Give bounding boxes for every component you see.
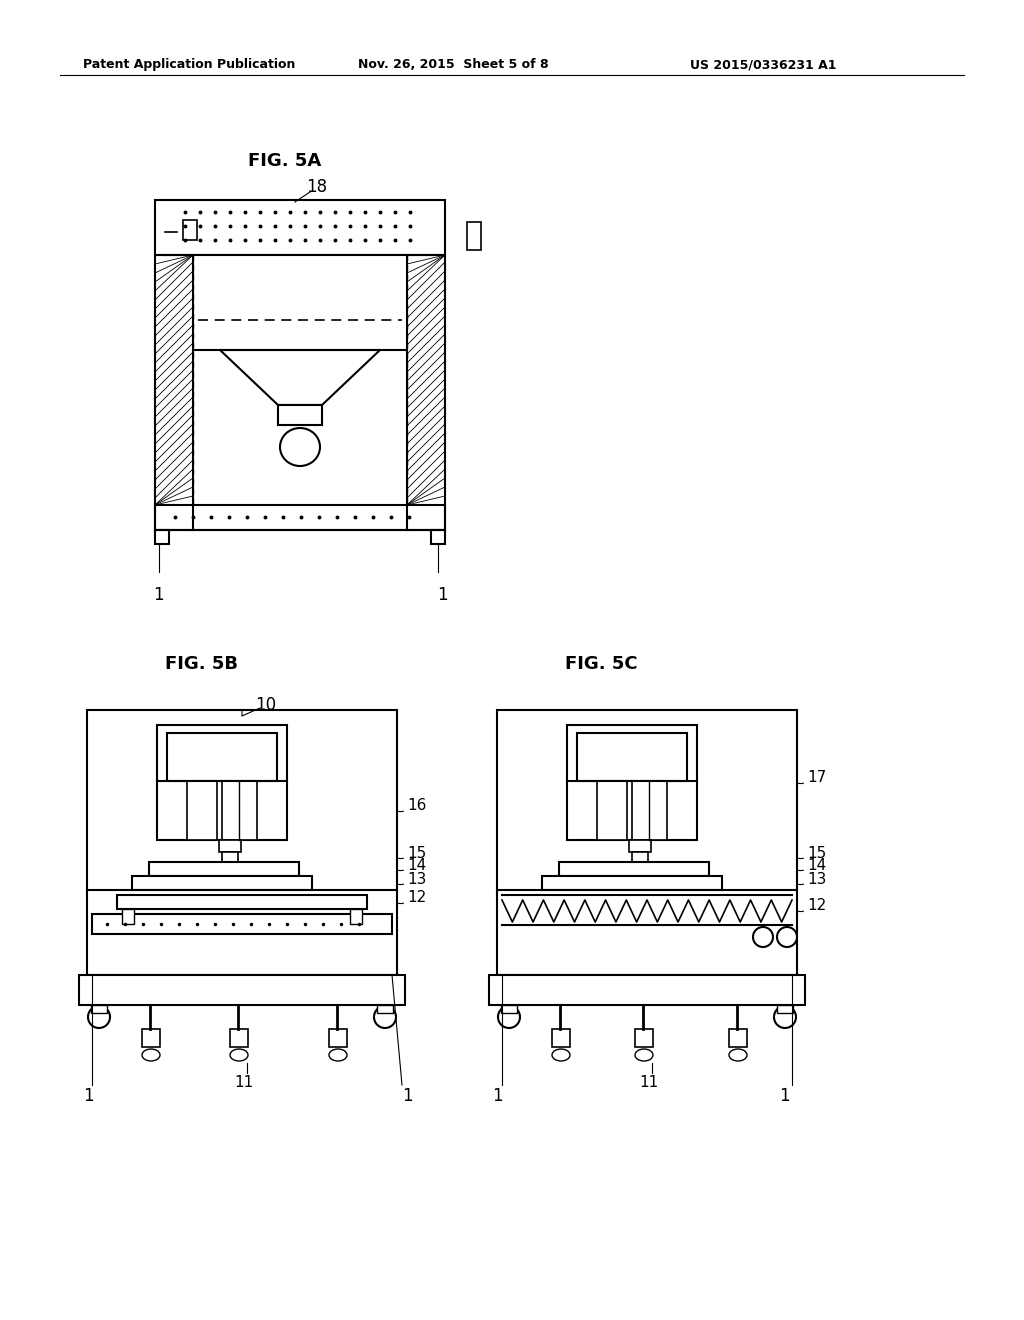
Polygon shape (632, 851, 648, 862)
Polygon shape (559, 862, 709, 876)
Polygon shape (167, 733, 278, 781)
Polygon shape (155, 531, 169, 544)
Ellipse shape (552, 1049, 570, 1061)
Ellipse shape (498, 1006, 520, 1028)
Text: 11: 11 (234, 1074, 253, 1090)
Polygon shape (431, 531, 445, 544)
Polygon shape (577, 733, 687, 781)
Polygon shape (92, 913, 392, 935)
Text: 12: 12 (807, 899, 826, 913)
Text: 14: 14 (407, 858, 426, 873)
Polygon shape (230, 1030, 248, 1047)
Text: 13: 13 (407, 871, 426, 887)
Polygon shape (220, 350, 380, 405)
Polygon shape (489, 975, 805, 1005)
Polygon shape (467, 222, 481, 249)
Text: 17: 17 (807, 771, 826, 785)
Polygon shape (187, 781, 217, 840)
Text: 11: 11 (639, 1074, 658, 1090)
Text: FIG. 5A: FIG. 5A (248, 152, 322, 170)
Text: 10: 10 (255, 696, 276, 714)
Ellipse shape (753, 927, 773, 946)
Polygon shape (222, 851, 238, 862)
Text: 1: 1 (153, 586, 164, 605)
Ellipse shape (329, 1049, 347, 1061)
Polygon shape (350, 909, 362, 924)
Polygon shape (777, 1005, 793, 1012)
Polygon shape (329, 1030, 347, 1047)
Text: Patent Application Publication: Patent Application Publication (83, 58, 295, 71)
Text: 15: 15 (807, 846, 826, 861)
Polygon shape (155, 506, 445, 531)
Polygon shape (122, 909, 134, 924)
Polygon shape (155, 201, 445, 255)
Polygon shape (729, 1030, 746, 1047)
Ellipse shape (142, 1049, 160, 1061)
Text: 1: 1 (83, 1086, 93, 1105)
Polygon shape (629, 840, 651, 851)
Ellipse shape (774, 1006, 796, 1028)
Polygon shape (632, 781, 667, 840)
Ellipse shape (230, 1049, 248, 1061)
Ellipse shape (374, 1006, 396, 1028)
Text: 1: 1 (402, 1086, 413, 1105)
Text: Nov. 26, 2015  Sheet 5 of 8: Nov. 26, 2015 Sheet 5 of 8 (358, 58, 549, 71)
Text: 16: 16 (407, 799, 426, 813)
Polygon shape (193, 255, 407, 506)
Polygon shape (91, 1005, 106, 1012)
Polygon shape (635, 1030, 653, 1047)
Text: 18: 18 (306, 178, 327, 195)
Ellipse shape (729, 1049, 746, 1061)
Text: 12: 12 (407, 891, 426, 906)
Text: 1: 1 (492, 1086, 503, 1105)
Polygon shape (150, 862, 299, 876)
Polygon shape (552, 1030, 570, 1047)
Polygon shape (79, 975, 406, 1005)
Polygon shape (377, 1005, 393, 1012)
Polygon shape (142, 1030, 160, 1047)
Text: FIG. 5B: FIG. 5B (165, 655, 238, 673)
Text: US 2015/0336231 A1: US 2015/0336231 A1 (690, 58, 837, 71)
Polygon shape (157, 725, 287, 840)
Polygon shape (183, 220, 197, 240)
Text: 1: 1 (437, 586, 447, 605)
Polygon shape (117, 895, 367, 909)
Polygon shape (87, 710, 397, 975)
Ellipse shape (777, 927, 797, 946)
Text: FIG. 5C: FIG. 5C (565, 655, 638, 673)
Text: 15: 15 (407, 846, 426, 861)
Ellipse shape (635, 1049, 653, 1061)
Text: 13: 13 (807, 871, 826, 887)
Polygon shape (222, 781, 257, 840)
Polygon shape (219, 840, 241, 851)
Ellipse shape (88, 1006, 110, 1028)
Polygon shape (278, 405, 322, 425)
Polygon shape (501, 1005, 517, 1012)
Text: 1: 1 (779, 1086, 790, 1105)
Polygon shape (497, 710, 797, 975)
Text: 14: 14 (807, 858, 826, 873)
Polygon shape (542, 876, 722, 890)
Polygon shape (597, 781, 627, 840)
Polygon shape (132, 876, 312, 890)
Polygon shape (567, 725, 697, 840)
